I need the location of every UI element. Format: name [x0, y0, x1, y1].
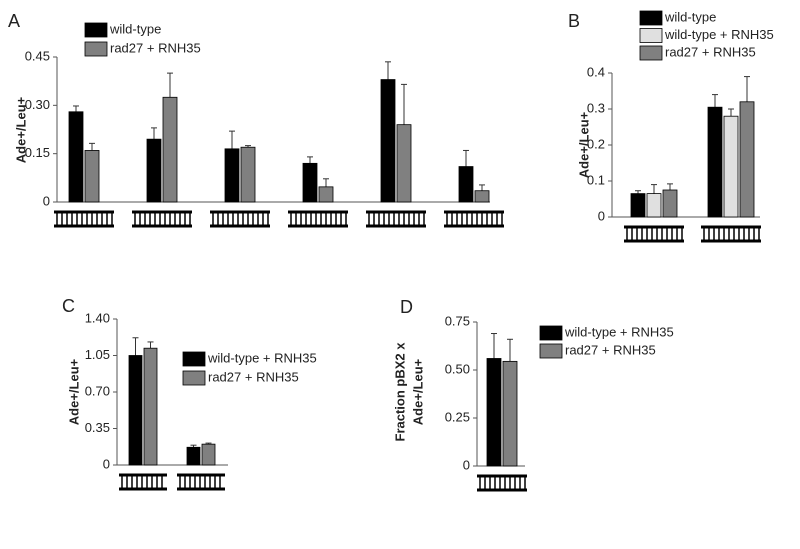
bar	[396, 124, 412, 203]
y-tick-label: 0.75	[445, 313, 470, 328]
dna-diagram	[132, 210, 192, 228]
legend-label: rad27 + RNH35	[565, 342, 656, 357]
bar	[707, 106, 723, 218]
y-tick-label: 0.70	[85, 383, 110, 398]
y-axis-label: Fraction pBX2 x	[392, 342, 407, 442]
legend-swatch	[182, 351, 206, 367]
dna-diagram	[119, 473, 167, 491]
panel-letter: A	[8, 11, 20, 31]
y-tick-label: 0.15	[25, 145, 50, 160]
legend-swatch	[84, 22, 108, 38]
legend-swatch	[639, 28, 663, 43]
legend-swatch	[639, 45, 663, 61]
y-tick-label: 0	[103, 456, 110, 471]
bar	[458, 166, 474, 203]
dna-diagram	[701, 225, 761, 243]
legend-label: wild-type + RNH35	[564, 324, 674, 339]
bar	[380, 79, 396, 203]
bar	[162, 96, 178, 203]
bar	[84, 150, 100, 203]
bar	[486, 358, 502, 467]
dna-diagram	[177, 473, 225, 491]
bar	[630, 193, 646, 218]
y-tick-label: 0.25	[445, 409, 470, 424]
y-tick-label: 0	[463, 457, 470, 472]
bar	[201, 443, 216, 466]
y-axis-label: Ade+/Leu+	[13, 96, 28, 163]
dna-diagram	[54, 210, 114, 228]
legend-label: rad27 + RNH35	[208, 369, 299, 384]
legend-swatch	[639, 10, 663, 26]
y-tick-label: 0.45	[25, 48, 50, 63]
y-tick-label: 0	[598, 208, 605, 223]
bar	[143, 347, 158, 466]
bar	[739, 101, 755, 218]
panel-letter: C	[62, 296, 75, 316]
y-tick-label: 0.4	[587, 64, 605, 79]
bar	[723, 115, 739, 218]
bar	[646, 193, 662, 218]
panel-letter: D	[400, 297, 413, 317]
legend-label: wild-type + RNH35	[664, 27, 774, 42]
bar	[186, 446, 201, 466]
y-tick-label: 0.3	[587, 100, 605, 115]
dna-diagram	[288, 210, 348, 228]
legend-swatch	[182, 370, 206, 386]
y-tick-label: 1.40	[85, 310, 110, 325]
legend-label: wild-type	[664, 9, 716, 24]
bar	[318, 186, 334, 203]
dna-diagram	[444, 210, 504, 228]
dna-diagram	[210, 210, 270, 228]
bar	[224, 148, 240, 203]
panel-letter: B	[568, 11, 580, 31]
bar	[474, 190, 490, 203]
dna-diagram	[624, 225, 684, 243]
y-tick-label: 1.05	[85, 347, 110, 362]
y-axis-label: Ade+/Leu+	[410, 358, 425, 425]
bar	[502, 360, 518, 467]
dna-diagram	[477, 474, 527, 492]
y-tick-label: 0.2	[587, 136, 605, 151]
legend-swatch	[539, 343, 563, 359]
legend-label: rad27 + RNH35	[665, 44, 756, 59]
legend-label: rad27 + RNH35	[110, 40, 201, 55]
bar	[128, 355, 143, 466]
y-tick-label: 0.35	[85, 420, 110, 435]
bar	[662, 189, 678, 218]
dna-diagram	[366, 210, 426, 228]
y-axis-label: Ade+/Leu+	[576, 111, 591, 178]
bar	[68, 111, 84, 203]
y-axis-label: Ade+/Leu+	[66, 358, 81, 425]
bar	[146, 138, 162, 203]
legend-swatch	[539, 325, 563, 341]
y-tick-label: 0	[43, 193, 50, 208]
y-tick-label: 0.30	[25, 97, 50, 112]
legend-label: wild-type + RNH35	[207, 350, 317, 365]
y-tick-label: 0.50	[445, 361, 470, 376]
bar	[240, 146, 256, 203]
legend-label: wild-type	[109, 21, 161, 36]
y-tick-label: 0.1	[587, 172, 605, 187]
legend-swatch	[84, 41, 108, 57]
bar	[302, 162, 318, 203]
